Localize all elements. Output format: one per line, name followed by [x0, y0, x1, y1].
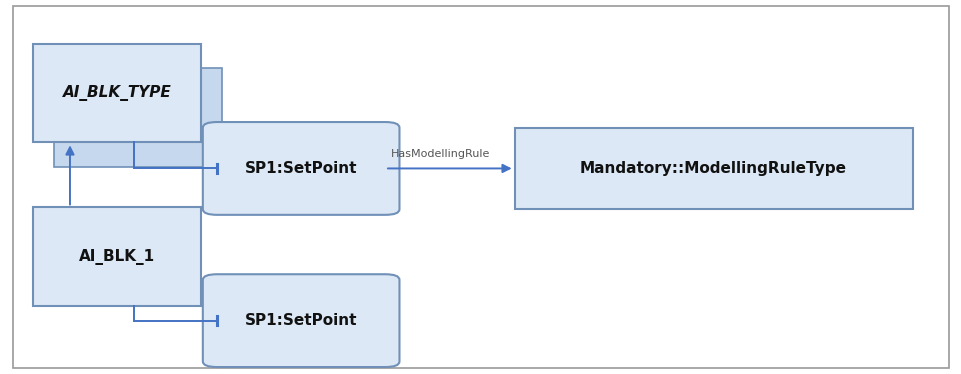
Text: AI_BLK_1: AI_BLK_1	[79, 249, 155, 264]
Bar	[33, 208, 201, 306]
Text: HasModellingRule: HasModellingRule	[390, 149, 489, 159]
Text: SP1:SetPoint: SP1:SetPoint	[245, 161, 357, 176]
FancyBboxPatch shape	[203, 122, 399, 215]
FancyBboxPatch shape	[203, 274, 399, 367]
Bar	[514, 128, 912, 209]
Bar	[33, 44, 201, 142]
Bar	[54, 68, 222, 166]
Text: Mandatory::ModellingRuleType: Mandatory::ModellingRuleType	[579, 161, 847, 176]
Text: SP1:SetPoint: SP1:SetPoint	[245, 313, 357, 328]
FancyBboxPatch shape	[12, 6, 949, 368]
Text: AI_BLK_TYPE: AI_BLK_TYPE	[62, 85, 171, 101]
